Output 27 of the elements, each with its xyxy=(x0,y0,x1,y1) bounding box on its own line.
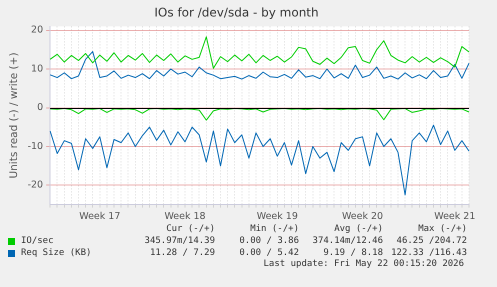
y-tick-label: 10 xyxy=(31,63,44,74)
legend-label: Req Size (KB) xyxy=(21,247,92,259)
chart-title: IOs for /dev/sda - by month xyxy=(154,5,319,20)
x-tick-label: Week 21 xyxy=(434,210,476,222)
text: 46.25 /204.72 xyxy=(396,235,467,247)
text: 9.19 / 8.18 xyxy=(322,247,383,259)
x-tick-label: Week 19 xyxy=(256,210,298,222)
y-tick-label: -10 xyxy=(28,140,44,152)
y-tick-label: 0 xyxy=(37,102,44,114)
text: 374.14m/12.46 xyxy=(312,235,383,247)
text: Last update: Fri May 22 00:15:20 2026 xyxy=(264,259,464,269)
y-tick-label: -20 xyxy=(28,180,44,191)
text: Min (-/+) xyxy=(249,223,299,235)
text: 0.00 / 3.86 xyxy=(238,235,299,247)
x-tick-label: Week 20 xyxy=(342,210,384,222)
text: Cur (-/+) xyxy=(165,223,215,235)
text: Avg (-/+) xyxy=(333,223,383,235)
x-tick-label: Week 17 xyxy=(79,210,120,222)
text: 11.28 / 7.29 xyxy=(148,247,215,259)
x-tick-label: Week 18 xyxy=(164,210,206,222)
text: 345.97m/14.39 xyxy=(144,235,215,247)
y-axis-title: Units read (-) / write (+) xyxy=(8,52,20,179)
text: 122.33 /116.43 xyxy=(390,247,467,259)
legend-label: IO/sec xyxy=(21,235,55,247)
text: 0.00 / 5.42 xyxy=(238,247,299,259)
y-tick-label: 20 xyxy=(31,24,44,36)
text: Max (-/+) xyxy=(417,223,467,235)
